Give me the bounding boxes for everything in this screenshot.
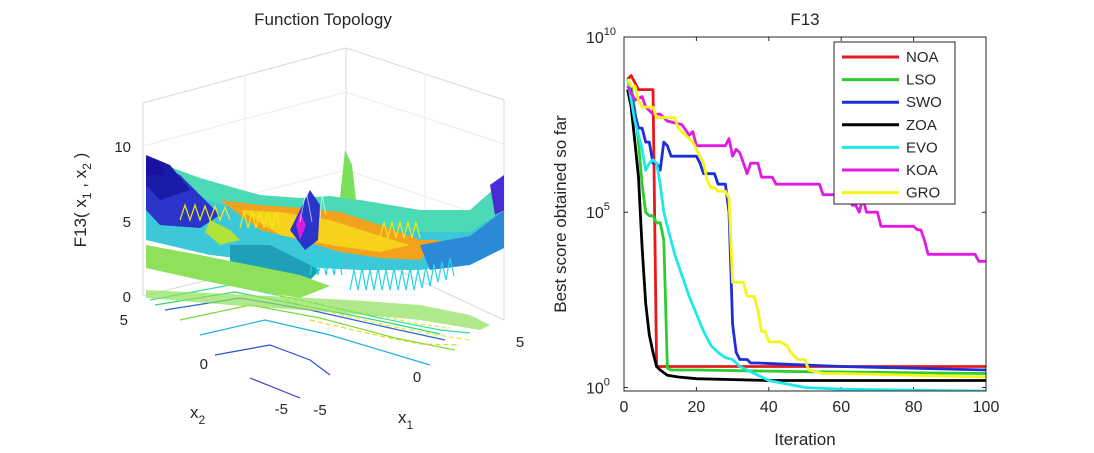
x2-tick-label: 5 [120,312,128,329]
topology-panel: Function Topology 0 5 10 F13( x1 , x2 ) [71,10,524,432]
convergence-panel: F13 0 20 40 60 80 100 100 105 1010 Iteration Be… [551,10,999,449]
series-line-koa [626,85,986,263]
series-line-swo [626,78,986,372]
series-line-zoa [626,89,986,382]
x1-tick-label: 5 [516,334,524,351]
y-tick-label: 1010 [586,26,616,47]
x1-axis-label: x1 [398,408,414,432]
y-axis-label: Best score obtained so far [551,115,570,313]
series-group [626,74,986,391]
y-tick-labels: 100 105 1010 [586,26,616,397]
x2-axis-label: x2 [190,403,206,427]
z-tick-label: 10 [114,139,131,156]
z-tick-label: 5 [123,214,131,231]
legend-label: GRO [906,185,940,202]
x-tick-label: 60 [832,399,850,416]
x-tick-label: 80 [905,399,923,416]
x1-tick-label: 0 [413,369,421,386]
z-tick-label: 0 [123,289,131,306]
x-tick-label: 100 [973,399,1000,416]
series-line-noa [626,74,986,368]
legend: NOA LSO SWO ZOA EVO KOA GRO [833,41,956,205]
y-tick-label: 100 [586,376,610,397]
legend-label: ZOA [906,117,937,134]
legend-label: EVO [906,139,938,156]
x-tick-label: 20 [688,399,706,416]
y-tick-label: 105 [586,201,610,222]
legend-box [833,41,956,205]
x2-tick-label: -5 [275,401,288,418]
x2-tick-label: 0 [200,356,208,373]
x-axis-label: Iteration [774,430,835,449]
legend-label: KOA [906,162,938,179]
x-tick-label: 0 [620,399,629,416]
plot-frame [623,36,987,392]
chart-title: F13 [790,10,819,29]
x-tick-labels: 0 20 40 60 80 100 [620,399,1000,416]
z-axis-label: F13( x1 , x2 ) [71,153,94,248]
surface [146,148,504,330]
series-line-gro [626,78,986,379]
x-tick-label: 40 [760,399,778,416]
x1-tick-label: -5 [313,402,326,419]
legend-label: LSO [906,72,936,89]
legend-label: SWO [906,94,942,111]
series-line-evo [626,78,986,391]
topology-title: Function Topology [254,10,392,29]
legend-label: NOA [906,49,939,66]
